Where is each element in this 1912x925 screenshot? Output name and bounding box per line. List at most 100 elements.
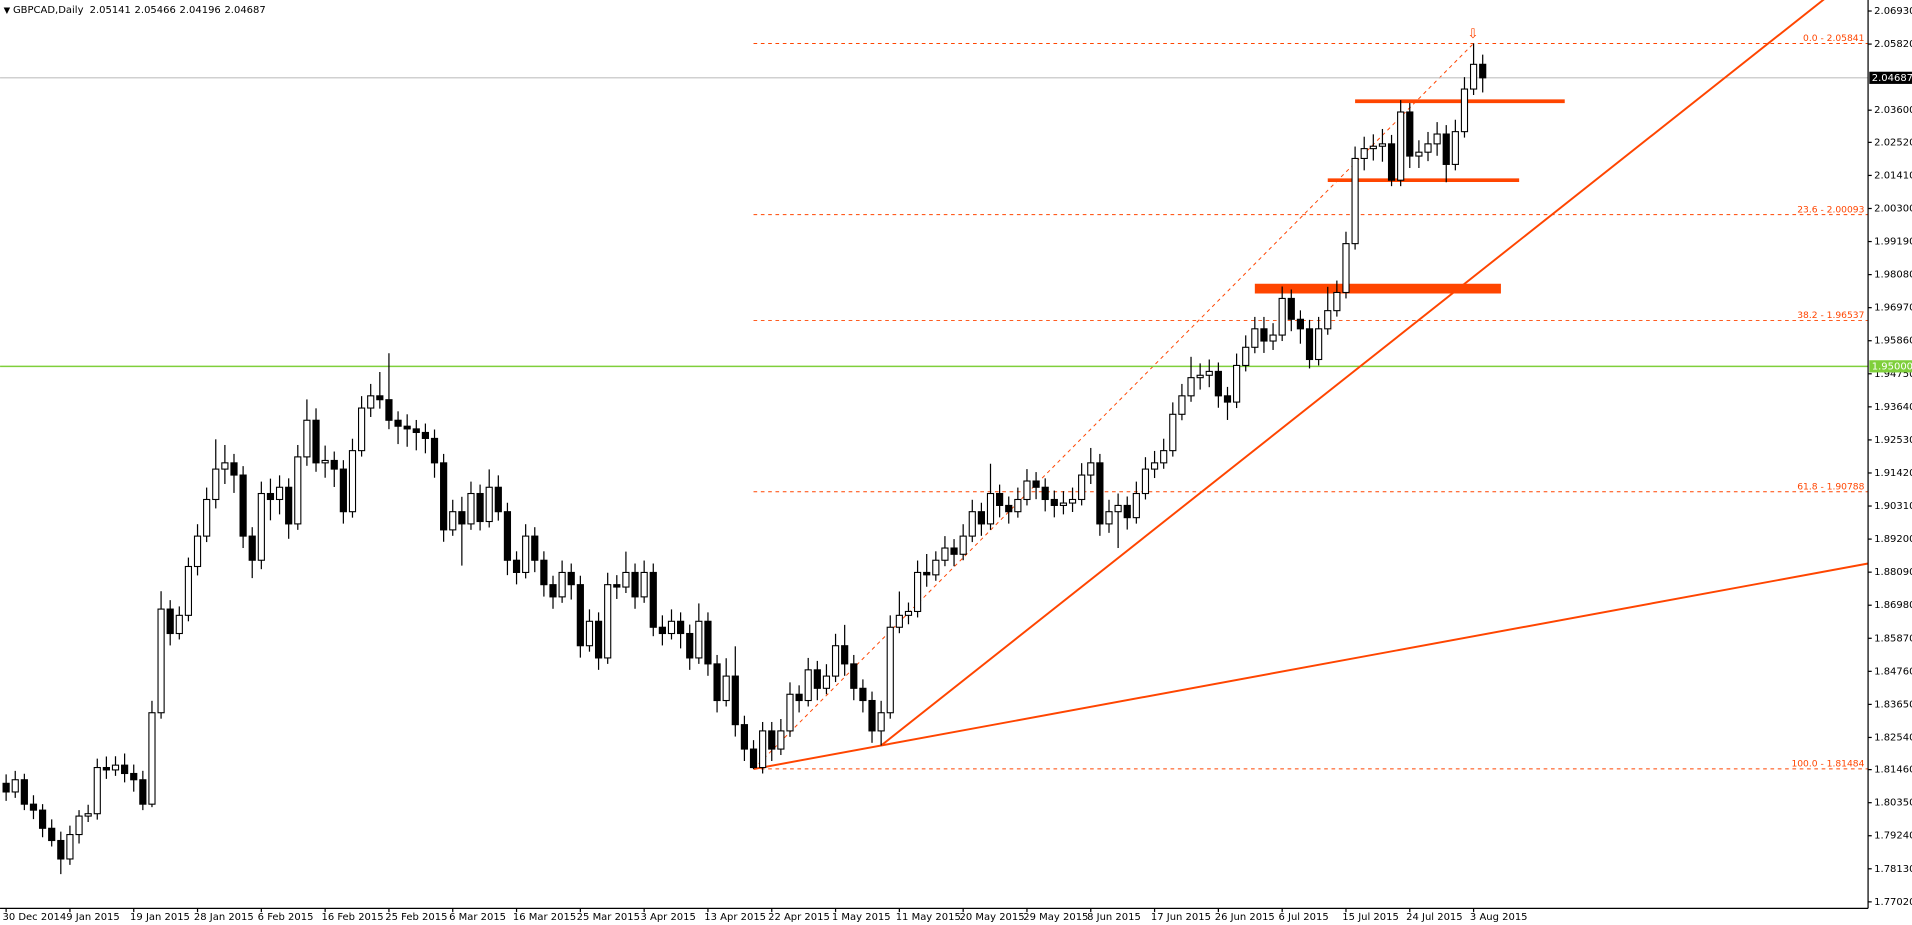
candle-body [877,712,885,732]
candle-body [841,645,849,665]
candle-body [111,764,120,771]
candle-body [1278,297,1286,336]
candle-body [722,675,730,702]
candle-body [1397,111,1405,181]
candle-body [1032,480,1040,488]
x-tick-label: 28 Jan 2015 [194,912,254,923]
fib-label: 100.0 - 1.81484 [1791,760,1864,770]
candle-body [1269,334,1277,342]
x-tick-label: 22 Apr 2015 [768,912,830,923]
candle-body [968,511,976,537]
candle-body [531,535,539,561]
symbol: GBPCAD,Daily [13,5,84,16]
candle-body [84,813,92,817]
x-tick-label: 13 Apr 2015 [704,912,766,923]
y-tick-label: 1.89200 [1874,534,1912,545]
candle-body [139,779,147,805]
y-tick-label: 1.79240 [1874,831,1912,842]
candle-body [1433,133,1441,145]
candle-body [850,663,858,689]
candle-body [130,772,138,781]
candle-body [640,571,648,598]
candle-body [1324,310,1332,330]
x-tick-label: 29 May 2015 [1023,912,1088,923]
y-tick-label: 1.83650 [1874,699,1912,710]
candle-body [11,779,19,793]
last-close: 2.04687 [224,5,265,16]
candle-body [385,399,393,421]
price-tag [1869,71,1912,84]
y-tick-label: 1.80350 [1874,798,1912,809]
candle-body [1141,468,1150,495]
candle-body [777,730,785,750]
x-tick-label: 6 Jul 2015 [1279,912,1329,923]
candle-body [631,571,639,598]
price-tag-label: 2.04687 [1872,73,1912,84]
y-tick-label: 1.95860 [1874,336,1912,347]
candle-body [804,669,812,702]
candle-body [759,730,767,769]
candle-body [1059,502,1068,506]
candle-body [239,474,247,537]
candle-body [321,459,329,464]
candle-body [20,779,28,805]
candle-body [950,547,958,555]
x-tick-label: 6 Mar 2015 [449,912,506,923]
x-tick-label: 9 Jan 2015 [66,912,120,923]
candle-body [959,535,967,555]
candle-body [467,492,475,525]
x-tick-label: 8 Jun 2015 [1087,912,1141,923]
candle-body [1132,492,1140,519]
candle-body [312,419,320,464]
candle-body [1123,504,1131,519]
y-tick-label: 1.93640 [1874,402,1912,413]
horizontal-line-label: 1.95000 [1872,361,1912,372]
candle-body [430,437,439,464]
candle-body [1242,346,1250,367]
chart-header: ▼ GBPCAD,Daily 2.05141 2.05466 2.04196 2.046… [4,5,266,16]
candle-body [859,687,867,702]
candle-body [1041,486,1049,501]
candle-body [622,571,630,588]
candle-body [1214,370,1222,397]
candle-body [996,492,1004,506]
candle-body [221,462,229,470]
x-tick-label: 19 Jan 2015 [130,912,190,923]
candle-body [1187,377,1195,397]
candle-body [549,584,557,598]
x-tick-label: 24 Jul 2015 [1406,912,1463,923]
collapse-icon[interactable]: ▼ [4,5,13,15]
y-tick-label: 1.82540 [1874,732,1912,743]
y-tick-label: 1.77020 [1874,897,1912,908]
candle-body [649,571,657,628]
candle-body [677,620,685,635]
y-tick-label: 1.98080 [1874,270,1912,281]
plot-area [0,0,1869,875]
candle-body [1150,462,1159,470]
candle-body [1068,498,1077,504]
candle-body [740,724,749,750]
y-tick-label: 2.05820 [1874,39,1912,50]
x-tick-label: 25 Feb 2015 [385,912,447,923]
candle-body [421,431,429,439]
sell-arrow: ⇩ [1467,27,1478,42]
candle-body [203,498,211,537]
candle-body [522,535,530,574]
candle-body [695,620,703,659]
candle-body [512,559,521,574]
candle-body [440,462,448,531]
candle-body [1333,291,1341,312]
candle-body [1005,504,1013,513]
candle-body [75,815,83,836]
candle-body [485,486,493,523]
candle-body [248,535,256,561]
candle-body [686,632,694,659]
candle-body [48,827,56,842]
y-tick-label: 1.78130 [1874,864,1912,875]
candle-body [540,559,548,586]
candle-body [303,419,311,458]
x-tick-label: 11 May 2015 [896,912,961,923]
